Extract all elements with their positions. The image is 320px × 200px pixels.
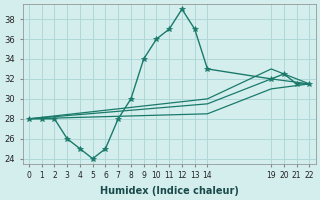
X-axis label: Humidex (Indice chaleur): Humidex (Indice chaleur) bbox=[100, 186, 239, 196]
